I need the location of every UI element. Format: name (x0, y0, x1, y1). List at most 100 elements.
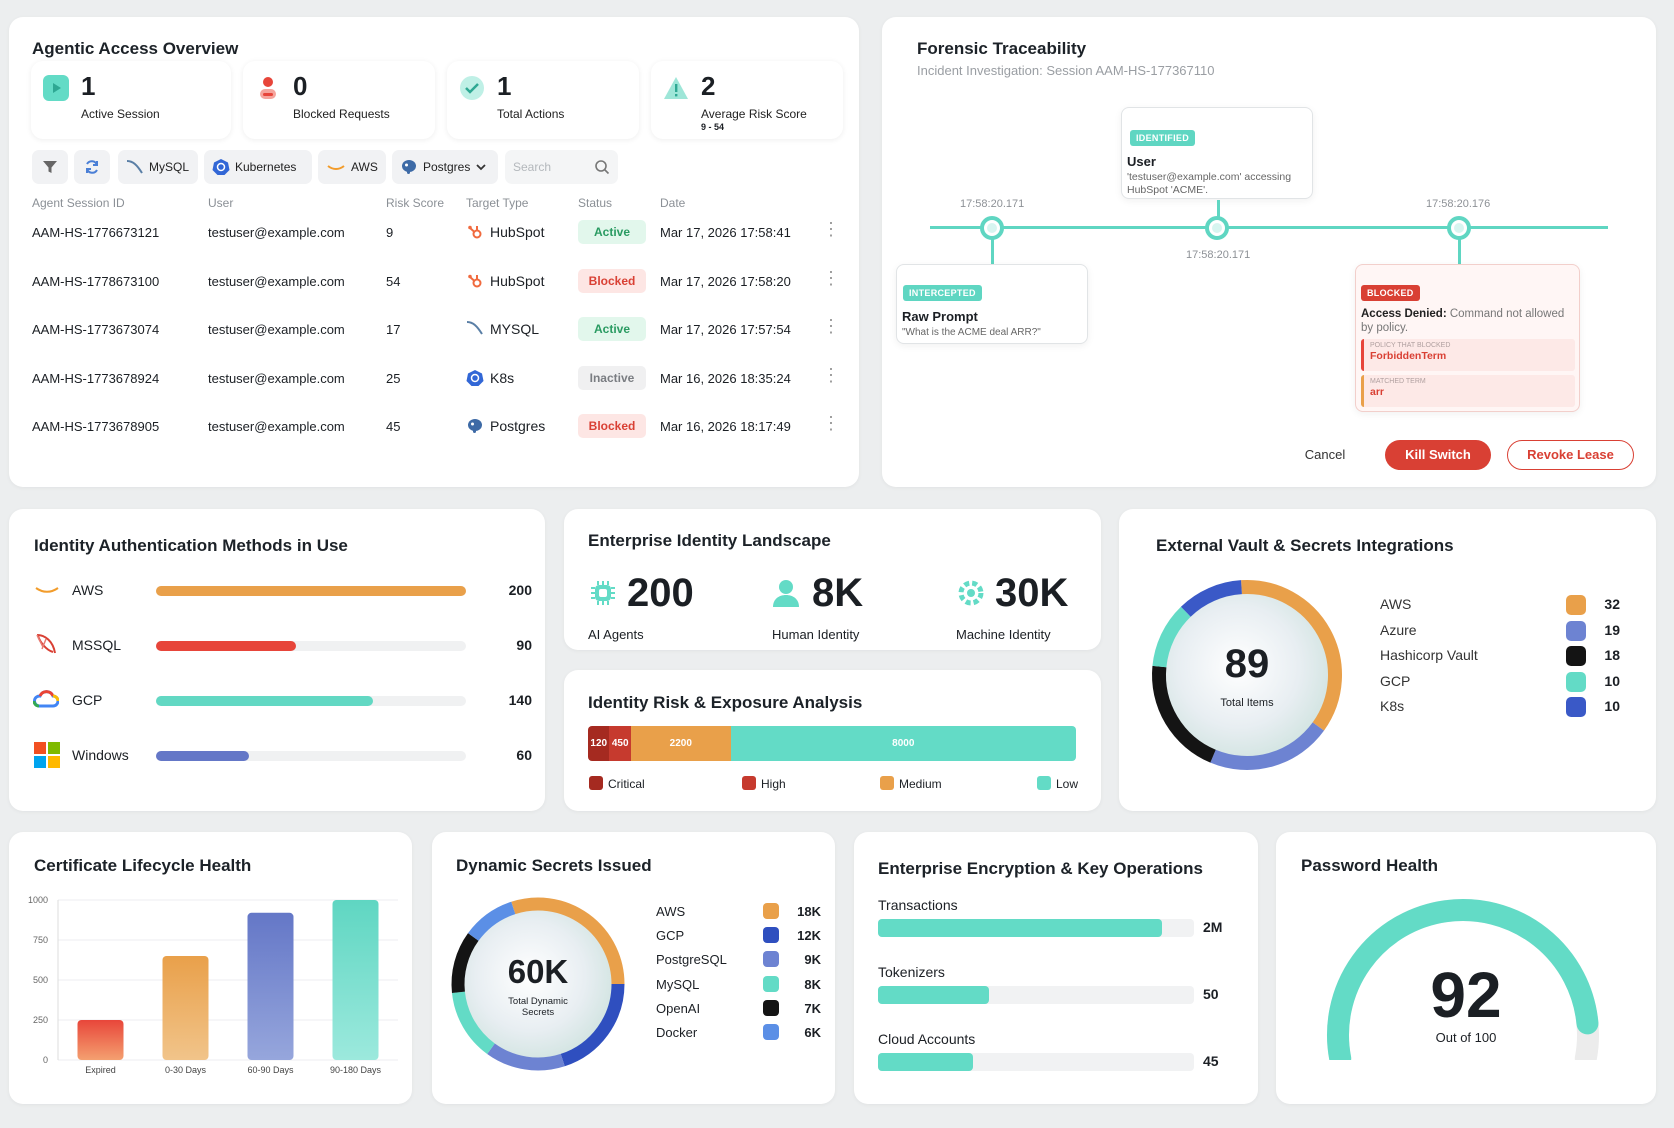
kpi-value: 0 (293, 71, 308, 101)
timeline-line (930, 226, 1608, 229)
hubspot-icon (468, 225, 482, 239)
user-email: testuser@example.com (208, 322, 345, 337)
kpi-value: 1 (497, 71, 512, 101)
donut-slice[interactable] (1210, 722, 1325, 770)
more-options-icon[interactable]: ⋮ (822, 267, 840, 288)
col-header-status[interactable]: Status (578, 196, 613, 210)
donut-slice[interactable] (1152, 606, 1191, 668)
revoke-lease-button[interactable]: Revoke Lease (1507, 440, 1634, 470)
bar-track (156, 751, 466, 761)
legend-row: OpenAI 7K (656, 999, 821, 1019)
col-header-user[interactable]: User (208, 196, 234, 210)
donut-slice[interactable] (451, 991, 495, 1054)
legend-label: AWS (656, 904, 686, 919)
filter-dropdown-postgres[interactable]: Postgres (392, 150, 498, 184)
timeline-dot[interactable] (1447, 216, 1471, 240)
bar[interactable] (247, 912, 294, 1060)
legend-row: Hashicorp Vault 18 (1380, 646, 1620, 666)
donut-slice[interactable] (468, 901, 516, 941)
table-row[interactable]: AAM-HS-1778673100 testuser@example.com 54 H… (32, 262, 840, 302)
timeline-connector (991, 228, 994, 266)
legend-value: 32 (1604, 596, 1620, 612)
aws-icon (327, 165, 345, 170)
legend-swatch (880, 776, 894, 790)
risk-segment[interactable]: 8000 (730, 726, 1076, 761)
auth-method-row: MSSQL 90 (40, 631, 532, 661)
card-title: Enterprise Identity Landscape (588, 531, 831, 550)
donut-slice[interactable] (451, 933, 479, 994)
filter-button[interactable] (32, 150, 68, 184)
session-date: Mar 17, 2026 17:58:41 (660, 225, 791, 240)
col-header-risk-score[interactable]: Risk Score (386, 196, 445, 210)
legend-item: Critical (589, 776, 645, 791)
table-row[interactable]: AAM-HS-1773678924 testuser@example.com 25 K… (32, 359, 840, 399)
auth-method-row: GCP 140 (40, 686, 532, 716)
chip-label: AWS (351, 160, 378, 174)
donut-slice[interactable] (1180, 580, 1243, 617)
search-field[interactable]: Search (505, 150, 618, 184)
timeline-connector (1458, 228, 1461, 266)
more-options-icon[interactable]: ⋮ (822, 413, 840, 433)
term-value: arr (1370, 386, 1385, 398)
popup-text: "What is the ACME deal ARR?" (902, 327, 1041, 338)
legend-row: Docker 6K (656, 1023, 821, 1043)
check-circle-icon (460, 76, 484, 100)
target-icon-wrap (466, 417, 484, 438)
more-options-icon[interactable]: ⋮ (822, 364, 840, 385)
more-options-icon[interactable]: ⋮ (822, 219, 840, 239)
landscape-card: Enterprise Identity Landscape (564, 509, 1101, 650)
legend-row: AWS 32 (1380, 595, 1620, 615)
more-options-icon[interactable]: ⋮ (822, 316, 840, 336)
bar[interactable] (77, 1020, 124, 1060)
legend-swatch (1566, 697, 1586, 717)
donut-center (462, 908, 614, 1060)
card-subtitle: Incident Investigation: Session AAM-HS-1… (917, 63, 1215, 78)
bar[interactable] (332, 900, 379, 1060)
donut-slice[interactable] (1152, 665, 1216, 763)
blocked-popup[interactable]: BLOCKED Access Denied: Command not allow… (1355, 264, 1580, 412)
filter-chip-kubernetes[interactable]: Kubernetes (204, 150, 312, 184)
blocked-tag: BLOCKED (1361, 285, 1420, 301)
timeline-dot[interactable] (980, 216, 1004, 240)
policy-label: POLICY THAT BLOCKED (1370, 342, 1451, 349)
risk-score: 9 (386, 225, 394, 240)
filter-chip-aws[interactable]: AWS (318, 150, 386, 184)
ai-agent-icon (591, 581, 615, 605)
risk-segment[interactable]: 450 (609, 726, 631, 761)
filter-chip-mysql[interactable]: MySQL (118, 150, 198, 184)
bar[interactable] (162, 956, 209, 1060)
aws-icon (35, 587, 59, 593)
col-header-target-type[interactable]: Target Type (466, 196, 529, 210)
kill-switch-button[interactable]: Kill Switch (1385, 440, 1491, 470)
risk-segment[interactable]: 2200 (630, 726, 731, 761)
mysql-icon (466, 321, 483, 335)
donut-slice[interactable] (511, 897, 625, 985)
landscape-value: 30K (995, 571, 1069, 615)
session-id: AAM-HS-1773678924 (32, 370, 160, 386)
table-row[interactable]: AAM-HS-1773673074 testuser@example.com 17 M… (32, 310, 840, 350)
legend-swatch (742, 776, 756, 790)
cancel-button[interactable]: Cancel (1304, 447, 1346, 462)
intercepted-popup[interactable]: INTERCEPTED Raw Prompt "What is the ACME… (896, 264, 1088, 344)
auth-method-name: AWS (72, 582, 104, 598)
donut-slice[interactable] (560, 983, 625, 1067)
col-header-session-id[interactable]: Agent Session ID (32, 196, 125, 210)
legend-label: Hashicorp Vault (1380, 647, 1478, 663)
search-input[interactable]: Search (513, 160, 552, 174)
legend-swatch (1566, 595, 1586, 615)
table-row[interactable]: AAM-HS-1776673121 testuser@example.com 9 Hu… (32, 213, 840, 253)
auth-method-value: 90 (516, 637, 532, 653)
donut-slice[interactable] (487, 1043, 565, 1071)
identified-popup[interactable]: IDENTIFIED User 'testuser@example.com' a… (1121, 107, 1313, 220)
gauge-value: 92 (1430, 959, 1502, 1031)
identified-tag: IDENTIFIED (1130, 130, 1196, 146)
table-row[interactable]: AAM-HS-1773678905 testuser@example.com 45 P… (32, 407, 840, 447)
col-header-date[interactable]: Date (660, 196, 686, 210)
donut-slice[interactable] (1241, 580, 1342, 731)
refresh-button[interactable] (74, 150, 110, 184)
kpi-label: Blocked Requests (293, 107, 390, 121)
risk-segment[interactable]: 120 (588, 726, 610, 761)
target-type: Postgres (490, 418, 546, 434)
card-title: Password Health (1301, 856, 1438, 875)
machine-identity-icon (958, 580, 984, 606)
